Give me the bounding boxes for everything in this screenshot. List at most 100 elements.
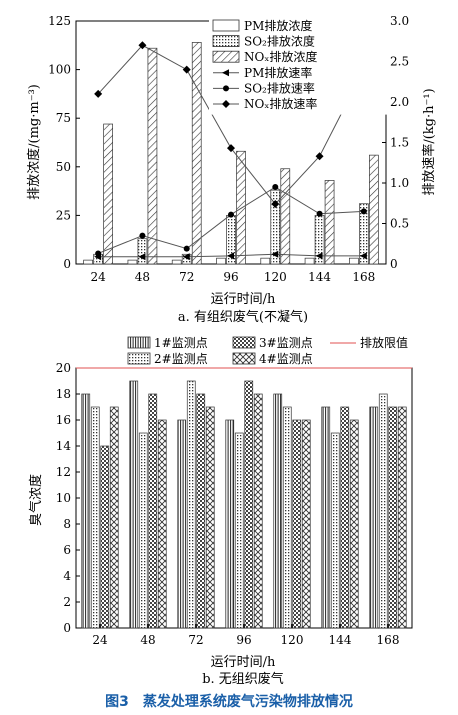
chart-b-bar <box>349 419 359 629</box>
chart-b-xtick-label: 24 <box>92 633 108 647</box>
chart-b-xtick-label: 168 <box>377 633 400 647</box>
chart-b-legend-label: 2#监测点 <box>154 352 208 366</box>
chart-a-ylabel: 排放浓度/(mg·m⁻³) <box>26 84 42 200</box>
chart-a-point <box>182 65 191 74</box>
chart-b-ytick-label: 10 <box>56 491 71 505</box>
chart-a-ytick-label: 0 <box>63 257 71 271</box>
chart-a-ytick-label: 100 <box>48 63 71 77</box>
chart-a-point <box>227 144 235 153</box>
chart-a-xtick-label: 72 <box>179 270 194 284</box>
chart-a-ytick-label: 25 <box>56 208 71 222</box>
chart-b-bar <box>330 432 340 629</box>
chart-a-point <box>183 245 190 252</box>
chart-a-point <box>182 253 190 261</box>
chart-b-legend-label: 3#监测点 <box>259 336 313 350</box>
chart-a-bar <box>103 123 113 265</box>
chart-b-legend-swatch <box>232 336 256 349</box>
chart-b-ytick-label: 6 <box>63 543 71 557</box>
chart-b-bar <box>157 419 167 629</box>
chart-a-y2tick-label: 0 <box>390 257 398 271</box>
chart-b-bar <box>196 393 206 629</box>
chart-b-legend-limit-label: 排放限值 <box>360 335 408 350</box>
chart-a-point <box>271 250 279 258</box>
chart-a-legend-swatch <box>212 19 240 32</box>
chart-a-legend-marker <box>222 69 229 77</box>
chart-a-bar <box>304 257 315 265</box>
chart-a-bar <box>191 42 202 265</box>
chart-a-legend-label: NOₓ排放速率 <box>244 96 317 111</box>
chart-b-xtick-label: 120 <box>281 633 304 647</box>
chart-b-bar <box>186 380 196 629</box>
chart-a-y2tick-label: 2.5 <box>390 55 409 69</box>
chart-a-bar <box>147 47 158 265</box>
chart-a-point <box>94 89 103 98</box>
chart-b-ytick-label: 20 <box>56 361 71 375</box>
chart-b-xtick-label: 144 <box>329 633 352 647</box>
chart-a-point <box>272 184 279 191</box>
chart-b-legend-swatch <box>232 352 256 365</box>
chart-a-point <box>315 252 323 260</box>
chart-a-bar <box>171 259 182 265</box>
chart-a-legend-marker <box>222 100 230 108</box>
chart-a-y2tick-label: 0.5 <box>390 217 409 231</box>
chart-a-legend-label: NOₓ排放浓度 <box>244 49 317 64</box>
chart-b-bar <box>148 393 158 629</box>
chart-a-subtitle: a. 有组织废气(不凝气) <box>178 309 308 325</box>
chart-b-bar <box>340 406 350 629</box>
chart-b-xlabel: 运行时间/h <box>211 655 276 670</box>
chart-a-legend-label: PM排放速率 <box>244 65 312 80</box>
chart-b-bar <box>109 406 119 629</box>
chart-a-legend-label: SO₂排放速率 <box>244 80 315 95</box>
chart-a-bar <box>349 257 359 265</box>
chart-b-ytick-label: 12 <box>56 465 71 479</box>
chart-b-bar <box>369 406 379 629</box>
chart-a-xtick-label: 24 <box>91 270 107 284</box>
chart-a-ytick-label: 125 <box>48 14 71 28</box>
chart-b-bar <box>90 406 100 629</box>
chart-b-ytick-label: 2 <box>63 595 71 609</box>
chart-b-ytick-label: 0 <box>63 621 71 635</box>
chart-a-bar <box>216 257 226 265</box>
chart-a-bar <box>83 259 93 265</box>
chart-b-ytick-label: 18 <box>56 387 71 401</box>
chart-a-point <box>315 152 324 161</box>
chart-b-legend-swatch <box>127 352 151 365</box>
chart-b-bar <box>138 432 148 629</box>
chart-b-ytick-label: 8 <box>63 517 71 531</box>
chart-b-legend-label: 1#监测点 <box>154 336 208 350</box>
chart-a-point <box>316 210 323 217</box>
chart-a-point <box>138 41 147 50</box>
chart-b-ytick-label: 16 <box>56 413 71 427</box>
chart-b-bar <box>234 432 244 629</box>
chart-a-bar <box>127 259 138 265</box>
chart-a-legend-box <box>209 17 387 115</box>
chart-b-frame <box>75 367 413 629</box>
chart-a-bar <box>181 253 192 265</box>
chart-b-ytick-label: 14 <box>56 439 72 453</box>
chart-b-legend-swatch <box>127 336 151 349</box>
chart-a-point <box>139 232 146 239</box>
chart-a-legend-swatch <box>212 35 240 47</box>
chart-a-legend-label: PM排放浓度 <box>244 18 312 33</box>
chart-a-point <box>360 208 367 215</box>
chart-a-legend-label: SO₂排放浓度 <box>244 34 315 49</box>
chart-b-bar <box>100 445 110 629</box>
chart-b-xtick-label: 96 <box>236 633 251 647</box>
chart-a-bar <box>280 168 291 265</box>
chart-a-legend-swatch <box>212 50 240 63</box>
chart-b-legend-label: 4#监测点 <box>259 352 313 366</box>
chart-a-point <box>138 253 146 261</box>
chart-a-y2tick-label: 1.5 <box>390 136 409 150</box>
chart-a-bar <box>236 150 246 265</box>
chart-b-bar <box>282 406 292 629</box>
chart-b-bar <box>301 419 311 629</box>
chart-a-xtick-label: 120 <box>264 270 287 284</box>
chart-a-point <box>95 250 102 257</box>
chart-a-legend-marker <box>223 85 229 92</box>
chart-b-bar <box>397 406 407 629</box>
chart-a-y2tick-label: 2.0 <box>390 95 409 109</box>
chart-b-bar <box>205 406 215 629</box>
chart-b-subtitle: b. 无组织废气 <box>202 671 284 687</box>
